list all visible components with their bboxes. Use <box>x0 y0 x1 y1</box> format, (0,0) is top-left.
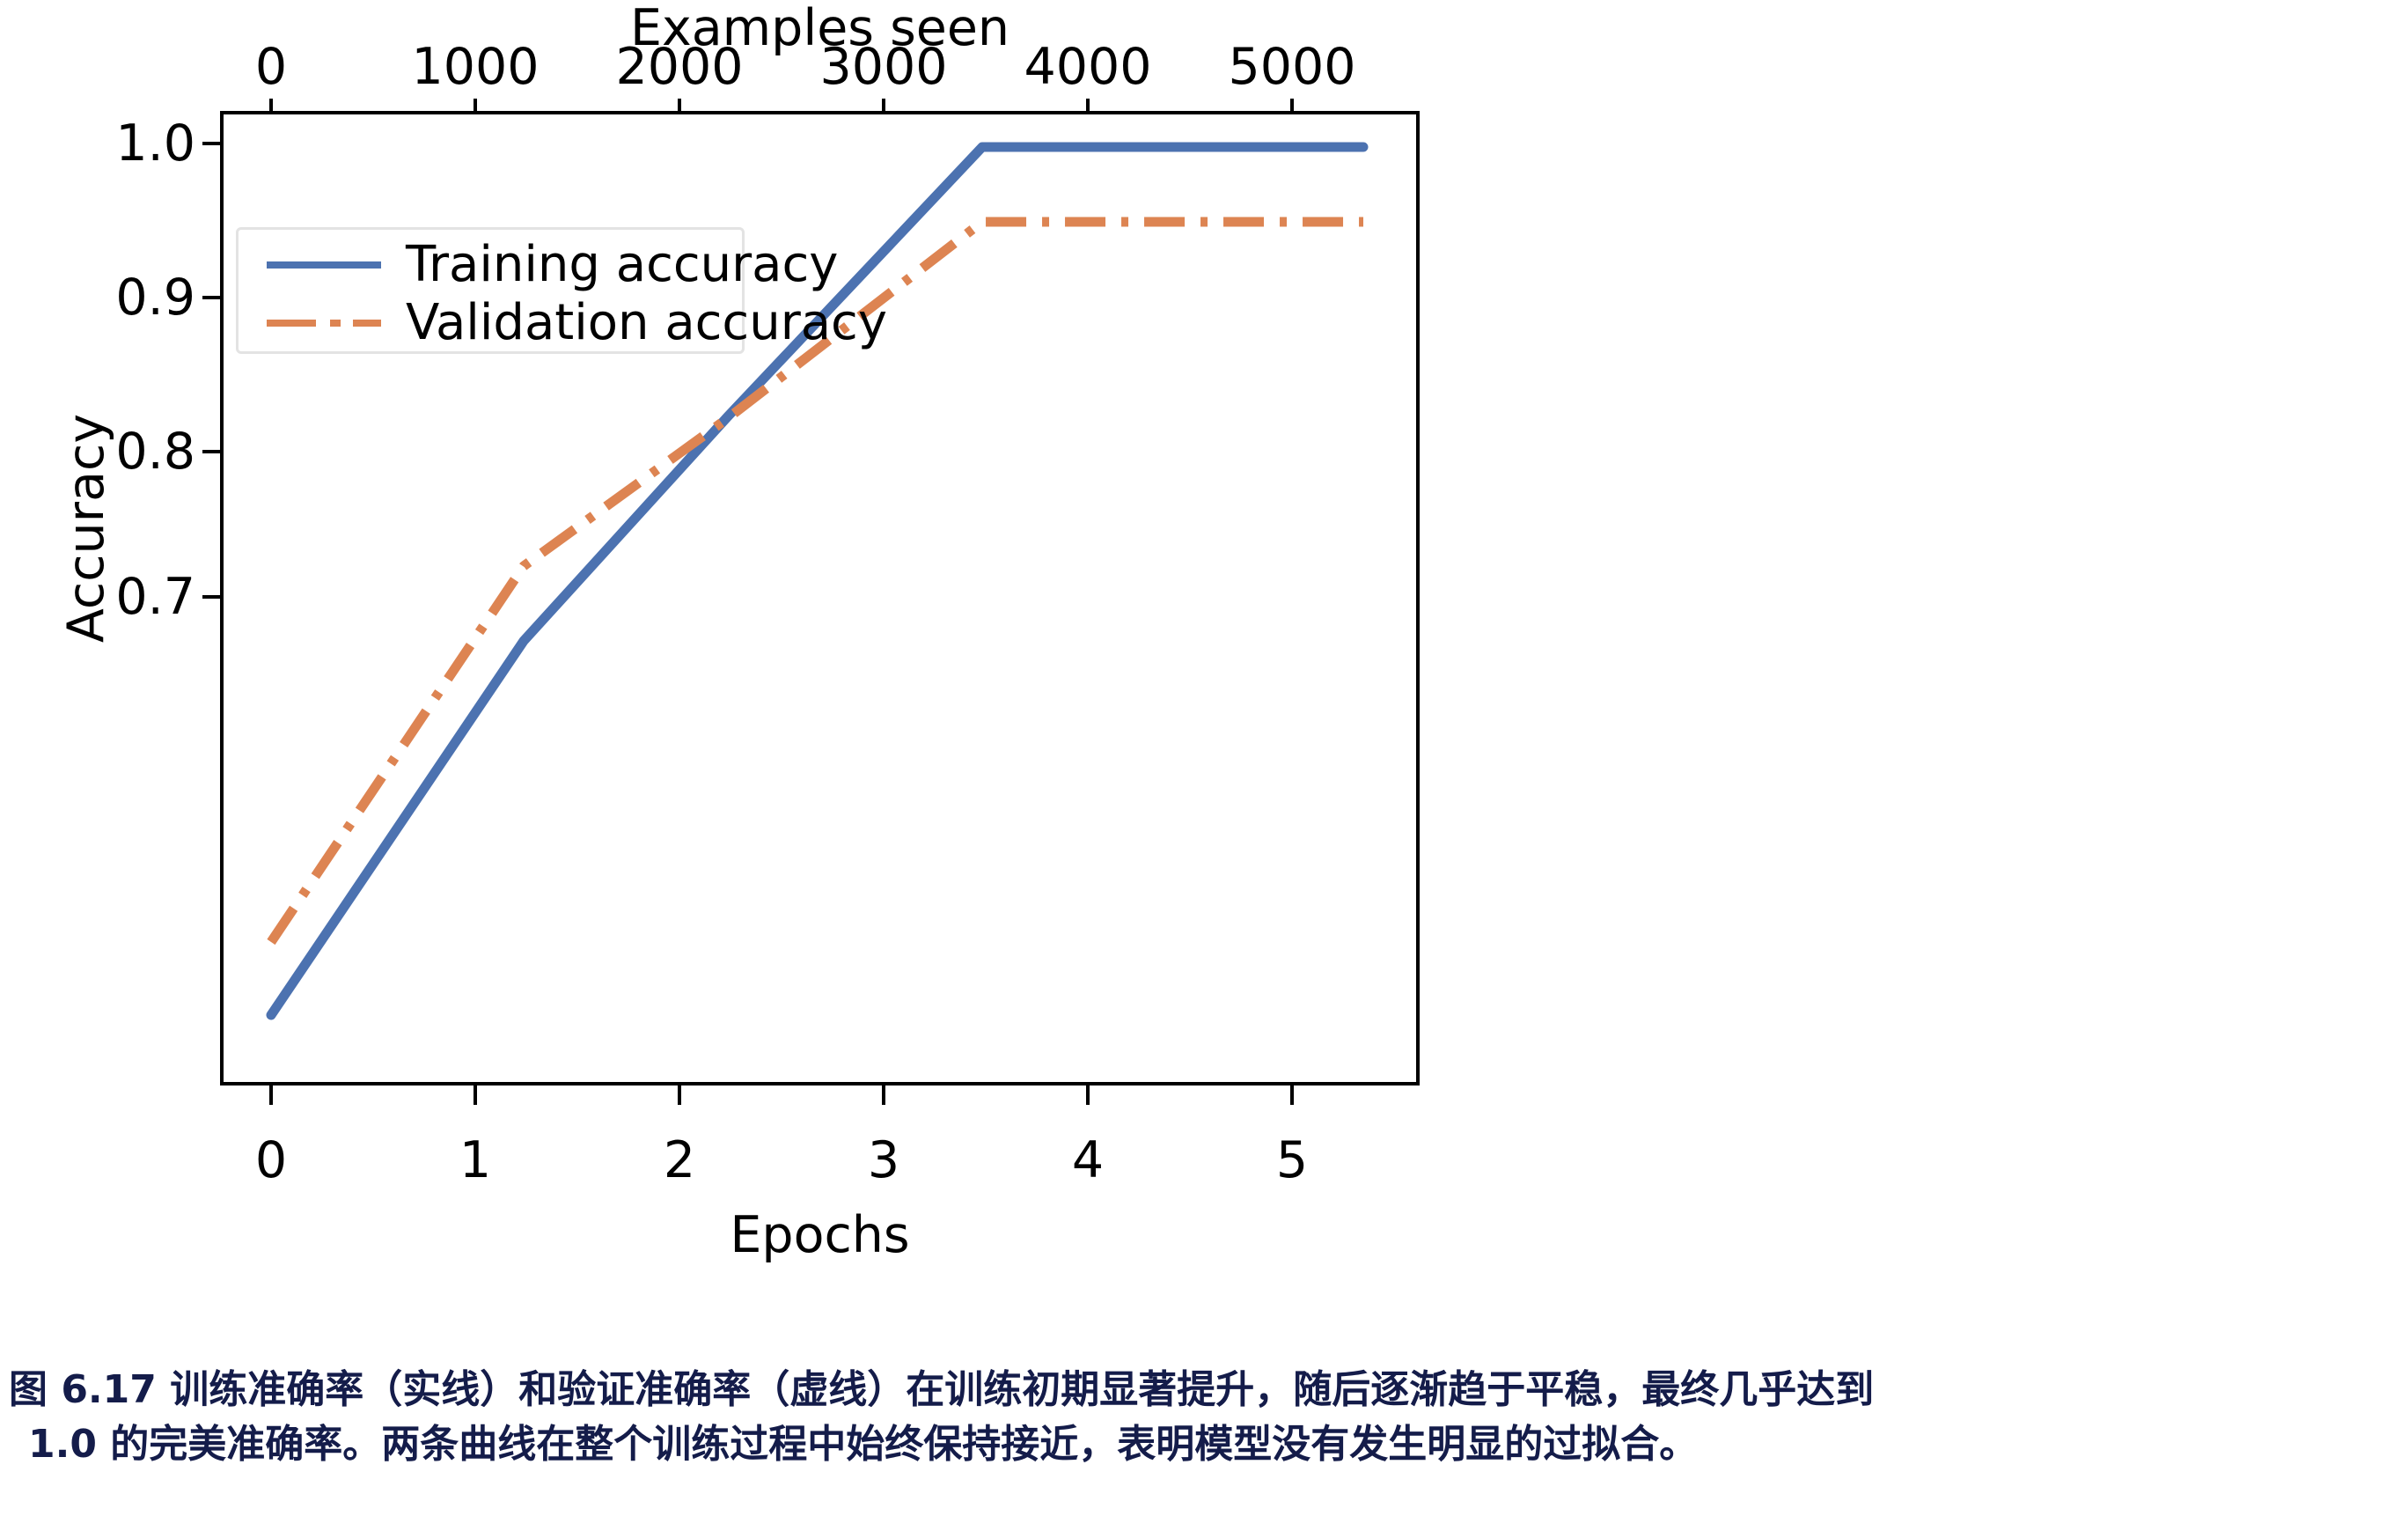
bottom-tick-mark-3 <box>882 1085 885 1105</box>
x-axis-title: Epochs <box>730 1206 910 1264</box>
top-tick-label-2000: 2000 <box>615 38 744 96</box>
top-tick-label-4000: 4000 <box>1024 38 1152 96</box>
top-tick-label-5000: 5000 <box>1228 38 1356 96</box>
legend-item-training-accuracy: Training accuracy <box>239 233 838 297</box>
y-tick-mark-1-0 <box>202 142 222 145</box>
legend-item-validation-accuracy: Validation accuracy <box>239 291 887 355</box>
top-tick-mark-0 <box>269 99 273 116</box>
bottom-tick-mark-4 <box>1086 1085 1090 1105</box>
y-tick-label-0-8: 0.8 <box>115 423 195 481</box>
top-tick-mark-2000 <box>678 99 681 116</box>
top-tick-mark-4000 <box>1086 99 1090 116</box>
bottom-tick-label-1: 1 <box>459 1131 492 1189</box>
y-tick-mark-0-9 <box>202 296 222 299</box>
bottom-tick-mark-5 <box>1290 1085 1294 1105</box>
legend-swatch-solid-line <box>267 261 381 269</box>
legend-swatch-dashdot-line <box>267 320 381 327</box>
figure-caption-line-2: 1.0 的完美准确率。两条曲线在整个训练过程中始终保持接近，表明模型没有发生明显… <box>28 1422 1699 1467</box>
legend-label-validation-accuracy: Validation accuracy <box>406 294 887 351</box>
bottom-tick-label-5: 5 <box>1275 1131 1309 1189</box>
y-tick-mark-0-7 <box>202 595 222 599</box>
y-tick-label-0-9: 0.9 <box>115 269 195 327</box>
plot-area <box>266 142 1369 1020</box>
bottom-tick-label-4: 4 <box>1071 1131 1105 1189</box>
top-axis-title: Examples seen <box>629 0 1010 57</box>
chart-legend: Training accuracy Validation accuracy <box>236 227 887 355</box>
top-tick-mark-5000 <box>1290 99 1294 116</box>
y-tick-label-0-7: 0.7 <box>115 568 195 626</box>
bottom-tick-mark-2 <box>678 1085 681 1105</box>
top-tick-mark-1000 <box>474 99 477 116</box>
series-training-accuracy-line <box>266 142 1369 1020</box>
y-tick-label-1-0: 1.0 <box>115 114 195 173</box>
top-tick-label-1000: 1000 <box>411 38 540 96</box>
figure-caption: 图 6.17 训练准确率（实线）和验证准确率（虚线）在训练初期显著提升，随后逐渐… <box>9 1363 2385 1472</box>
bottom-tick-mark-0 <box>269 1085 273 1105</box>
top-tick-label-3000: 3000 <box>819 38 948 96</box>
top-tick-mark-3000 <box>882 99 885 116</box>
y-tick-mark-0-8 <box>202 450 222 453</box>
bottom-tick-label-2: 2 <box>663 1131 696 1189</box>
chart-figure: Examples seen 0 1000 2000 3000 4000 5000 <box>57 0 1420 1264</box>
bottom-tick-label-3: 3 <box>867 1131 900 1189</box>
top-tick-label-0: 0 <box>254 38 288 96</box>
legend-label-training-accuracy: Training accuracy <box>406 236 839 293</box>
figure-caption-line-1: 图 6.17 训练准确率（实线）和验证准确率（虚线）在训练初期显著提升，随后逐渐… <box>9 1367 1875 1412</box>
bottom-tick-label-0: 0 <box>254 1131 288 1189</box>
bottom-tick-mark-1 <box>474 1085 477 1105</box>
